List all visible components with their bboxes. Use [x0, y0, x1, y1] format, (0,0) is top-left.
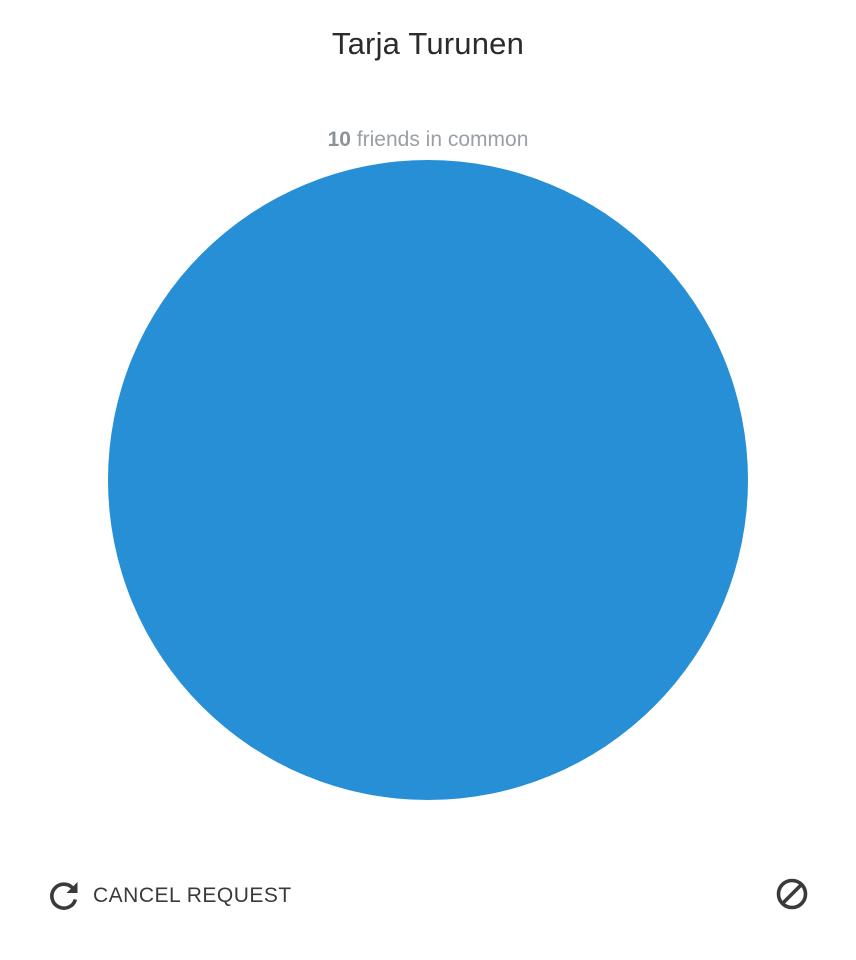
profile-name: Tarja Turunen — [331, 26, 525, 61]
mutual-friends-text: 10 friends in common — [0, 126, 856, 154]
refresh-icon — [46, 878, 82, 914]
block-button[interactable] — [772, 876, 812, 916]
mutual-friends-count: 10 — [327, 128, 351, 151]
profile-avatar[interactable] — [108, 160, 748, 800]
cancel-request-label: CANCEL REQUEST — [93, 884, 292, 907]
cancel-request-button[interactable]: CANCEL REQUEST — [46, 876, 292, 916]
block-icon — [775, 877, 809, 916]
mutual-friends-label: friends in common — [356, 128, 529, 151]
